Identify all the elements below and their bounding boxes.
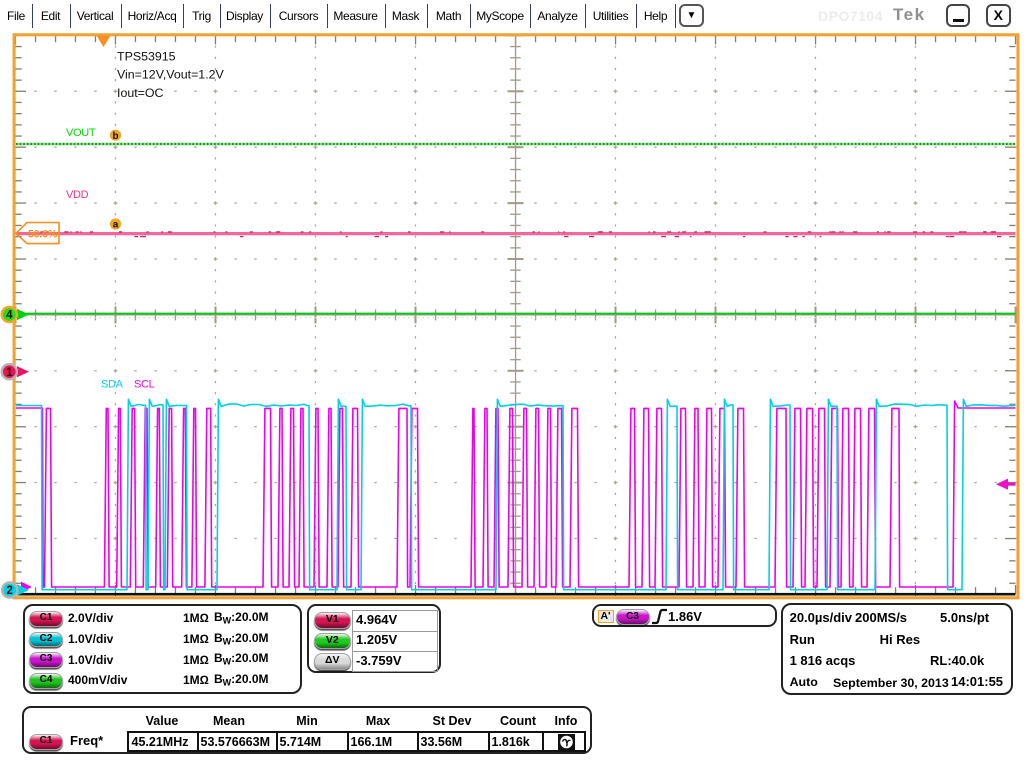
svg-text:SDA: SDA <box>101 379 124 391</box>
svg-text:SCL: SCL <box>134 379 155 391</box>
svg-text:Iout=OC: Iout=OC <box>117 86 164 100</box>
svg-text:b: b <box>112 131 118 142</box>
svg-text:VDD: VDD <box>66 189 89 201</box>
svg-text:1: 1 <box>6 367 13 379</box>
svg-text:VOUT: VOUT <box>66 127 96 139</box>
svg-text:2: 2 <box>6 585 12 597</box>
svg-text:a: a <box>113 220 119 231</box>
svg-text:TPS53915: TPS53915 <box>117 50 176 64</box>
svg-text:Vin=12V,Vout=1.2V: Vin=12V,Vout=1.2V <box>117 68 225 82</box>
svg-text:4: 4 <box>6 310 13 322</box>
svg-text:50.0%: 50.0% <box>28 228 58 240</box>
